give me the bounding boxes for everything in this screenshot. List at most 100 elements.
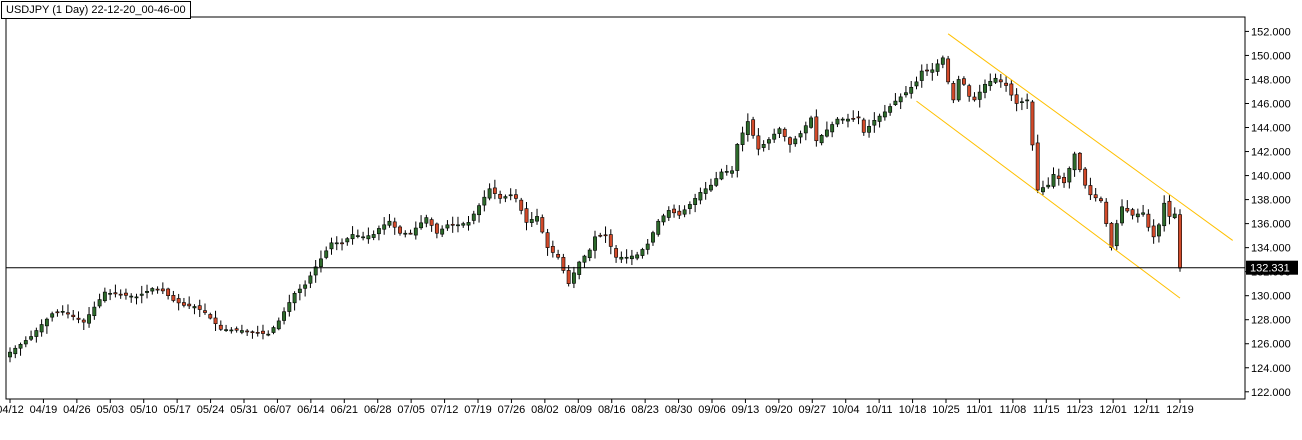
bull-candle-body [403,232,408,235]
bull-candle-body [1019,101,1024,103]
bear-candle-body [861,119,866,133]
candle [577,260,582,280]
candle [830,121,835,138]
candle [118,289,123,299]
x-tick-label: 10/18 [899,404,927,416]
candle [134,293,139,305]
bull-candle-body [92,306,97,317]
bear-candle-body [160,288,165,292]
channel-upper-line [947,33,1233,241]
candle [150,287,155,295]
candle [97,293,102,309]
candle [355,229,360,239]
candle [187,296,192,310]
bear-candle-body [203,310,207,313]
candle [171,290,176,303]
bear-candle-body [218,324,223,330]
candle [108,289,113,301]
bull-candle-body [582,255,587,263]
bull-candle-body [893,100,898,106]
bull-candle-body [730,170,734,174]
bear-candle-body [756,135,761,150]
bear-candle-body [677,210,682,216]
candle [145,284,149,299]
bear-candle-body [434,223,439,234]
bear-candle-body [514,194,518,199]
bull-candle-body [629,255,634,260]
y-tick-label: 134.000 [1251,243,1291,255]
bull-candle-body [1041,187,1045,193]
bear-candle-body [155,288,160,291]
candles [8,55,1182,363]
bear-candle-body [429,219,434,226]
bull-candle-body [914,81,919,87]
bear-candle-body [171,295,176,301]
bull-candle-body [977,91,982,100]
candle [640,247,645,259]
candle [703,181,708,200]
bull-candle-body [503,196,508,199]
bear-candle-body [751,119,756,136]
bear-candle-body [1151,225,1156,238]
candle [492,179,497,200]
bear-candle-body [782,128,787,137]
current-price-label-bg [1246,260,1298,275]
candle [361,231,366,241]
x-tick-label: 05/31 [230,404,258,416]
candle [835,117,840,128]
bull-candle-body [687,204,692,209]
candle [651,230,655,246]
candle [972,92,977,102]
x-tick-label: 10/04 [832,404,860,416]
x-tick-label: 08/30 [665,404,693,416]
candle [1062,172,1066,188]
bear-candle-body [76,317,81,320]
candle [297,284,302,301]
x-tick-label: 06/07 [264,404,292,416]
candle [587,248,592,262]
x-axis: 04/12 04/19 04/26 05/03 05/10 05/17 05/24 05/31… [0,399,1194,416]
candle [983,79,987,99]
bear-candle-body [392,221,397,228]
candle [403,230,408,238]
candle [1077,152,1082,173]
bear-candle-body [498,193,503,199]
x-tick-label: 04/19 [30,404,58,416]
candle [1004,76,1009,92]
bull-candle-body [714,178,719,186]
candle [1141,204,1146,217]
bear-candle-body [556,254,561,258]
bear-candle-body [1167,200,1172,217]
bull-candle-body [577,261,582,275]
x-tick-label: 04/26 [63,404,91,416]
bull-candle-body [835,118,840,125]
bull-candle-body [882,111,887,118]
candle [998,74,1003,88]
candle [809,115,814,129]
candle [166,287,171,300]
bull-candle-body [877,115,882,122]
candle [55,309,60,317]
candle [856,110,861,125]
bull-candle-body [898,96,903,103]
candle [1083,166,1088,189]
bear-candle-body [1146,213,1151,228]
candle [877,113,882,128]
candle [461,221,466,228]
y-tick-label: 138.000 [1251,195,1291,207]
bull-candle-body [271,327,276,333]
bear-candle-body [1125,207,1130,212]
bull-candle-body [666,210,671,218]
x-tick-label: 05/10 [130,404,158,416]
bear-candle-body [450,223,455,226]
x-tick-label: 07/26 [498,404,526,416]
bull-candle-body [935,63,940,72]
candle [788,136,792,153]
candle [255,325,260,337]
candle [503,194,508,203]
bull-candle-body [1072,153,1077,171]
candle [60,305,65,316]
candle [819,133,824,146]
candle [266,330,271,337]
bull-candle-body [508,194,513,197]
